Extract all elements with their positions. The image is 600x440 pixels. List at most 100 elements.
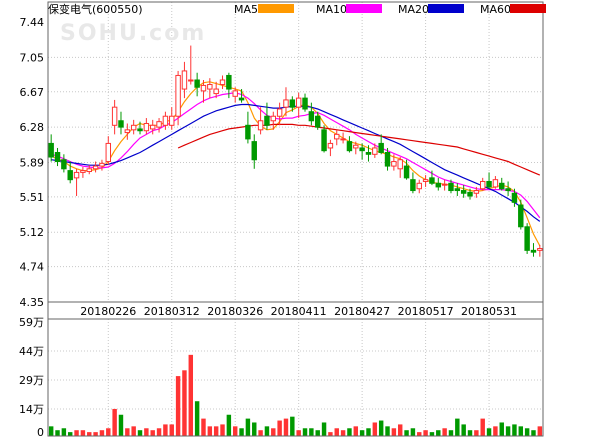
volume-tick-label: 14万 [19,403,44,416]
stock-title: 保变电气(600550) [48,2,143,16]
volume-bar [112,408,117,436]
candle-body [530,249,537,253]
volume-bar [417,432,422,436]
candle-body [207,84,213,90]
price-tick-label: 5.89 [20,156,45,169]
candle [99,159,105,171]
legend-item-ma10: MA10 [316,3,382,16]
candle [232,87,238,103]
candle [295,92,302,119]
volume-bar [55,430,60,436]
volume-bar [359,430,365,436]
candle [188,45,194,85]
candle [334,129,340,146]
moving-average-lines [50,81,541,247]
candle [391,154,397,171]
candle [118,111,124,135]
candle-body [334,133,340,140]
candle-body [448,182,454,192]
candle-body [486,180,492,188]
volume-bar [537,426,543,436]
candle-body [188,79,194,82]
candle [200,79,207,103]
candle-body [149,124,156,130]
candle [467,188,473,200]
candle-body [302,97,308,110]
legend-item-ma20: MA20 [398,3,464,16]
legend-label: MA20 [398,3,429,16]
candle-body [245,124,251,140]
volume-bar [125,428,130,436]
candle [143,118,150,135]
volume-bar [131,426,136,436]
candle-body [105,142,112,163]
candle [308,102,315,126]
candle-body [61,159,67,170]
price-tick-label: 4.74 [20,261,45,274]
volume-bar [302,428,308,436]
volume-bar [385,426,390,436]
volume-bar [309,428,314,436]
volume-bar [220,424,225,436]
candle [422,175,429,187]
price-tick-label: 4.35 [20,296,45,309]
candle-body [73,171,80,179]
candle [365,145,372,162]
volume-bar [455,418,460,436]
candle [105,136,112,166]
volume-bar [80,430,86,436]
volume-bar [448,430,454,436]
volume-bar [283,418,289,436]
candle [435,177,442,191]
volume-bar [340,430,346,436]
volume-bar [87,432,92,436]
volume-bar [156,428,162,436]
date-tick-label: 20180427 [334,305,390,318]
candle-body [175,74,181,117]
candle-body [181,70,188,90]
volume-bar [106,428,111,436]
volume-bar [188,354,194,436]
volume-tick-label: 29万 [19,374,44,387]
candle-body [283,99,289,108]
candle-body [372,147,378,155]
candle [264,102,270,130]
candle [403,159,410,180]
candle-body [238,97,245,101]
candle-body [226,74,232,90]
candle-body [270,115,277,122]
candle-body [492,179,499,188]
candle-body [251,141,257,161]
candle [289,96,296,112]
volume-bar [410,428,416,436]
candle [486,172,492,189]
volume-bar [277,420,282,436]
candle-body [194,79,200,88]
candle-body [346,141,353,152]
volume-bar [144,428,149,436]
candle [492,176,499,189]
candle-body [213,88,219,95]
ma-line-ma10 [51,92,541,219]
volume-bar [423,430,428,436]
volume-panel-frame [47,318,544,437]
volume-bar [99,430,105,436]
price-tick-label: 7.05 [20,51,45,64]
legend-swatch [510,4,546,13]
candle [162,111,169,130]
volume-bar [493,426,498,436]
candle [169,107,175,130]
volume-bar [213,426,219,436]
volume-bar [436,430,441,436]
candle-body [441,183,448,186]
volume-bar [175,376,181,436]
candle [124,123,131,140]
volume-bar [61,428,67,436]
candle [283,87,289,117]
candle-body [143,122,150,132]
volume-bar [391,428,397,436]
date-tick-label: 20180312 [144,305,200,318]
candle-body [505,188,511,192]
volume-bar [486,428,492,436]
date-tick-label: 20180326 [207,305,263,318]
